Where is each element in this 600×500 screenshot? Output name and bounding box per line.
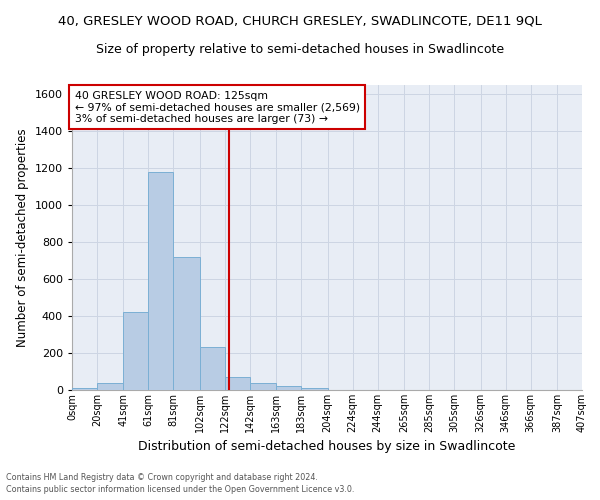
Bar [200,348,225,390]
Text: Contains HM Land Registry data © Crown copyright and database right 2024.: Contains HM Land Registry data © Crown c… [6,474,318,482]
Bar [225,377,250,390]
Text: Size of property relative to semi-detached houses in Swadlincote: Size of property relative to semi-detach… [96,42,504,56]
Y-axis label: Number of semi-detached properties: Number of semi-detached properties [16,128,29,347]
X-axis label: Distribution of semi-detached houses by size in Swadlincote: Distribution of semi-detached houses by … [139,440,515,454]
Bar [124,312,148,390]
Bar [276,386,301,390]
Text: Contains public sector information licensed under the Open Government Licence v3: Contains public sector information licen… [6,485,355,494]
Bar [72,388,97,390]
Bar [97,382,124,390]
Text: 40, GRESLEY WOOD ROAD, CHURCH GRESLEY, SWADLINCOTE, DE11 9QL: 40, GRESLEY WOOD ROAD, CHURCH GRESLEY, S… [58,15,542,28]
Bar [173,257,200,390]
Bar [250,382,276,390]
Bar [301,388,328,390]
Text: 40 GRESLEY WOOD ROAD: 125sqm
← 97% of semi-detached houses are smaller (2,569)
3: 40 GRESLEY WOOD ROAD: 125sqm ← 97% of se… [74,90,359,124]
Bar [148,172,173,390]
